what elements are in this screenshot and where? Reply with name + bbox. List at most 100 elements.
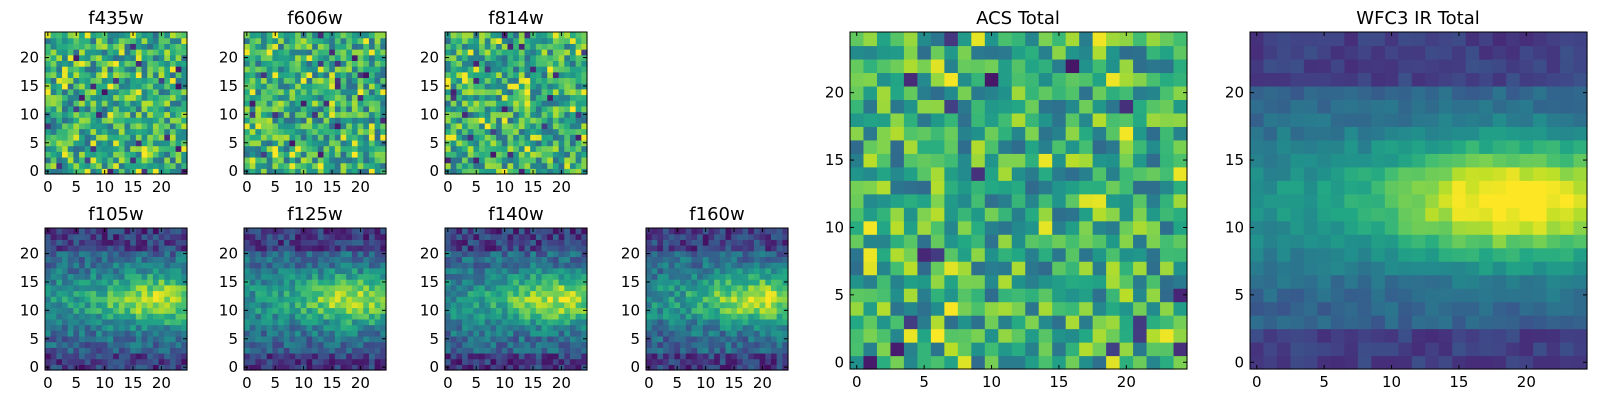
heatmap-cell	[147, 66, 154, 73]
heatmap-cell	[363, 273, 370, 280]
heatmap-cell	[496, 318, 503, 326]
heatmap-cell	[124, 296, 131, 303]
heatmap-cell	[479, 43, 486, 50]
heatmap-cell	[663, 228, 670, 235]
y-tick-label: 5	[29, 330, 39, 348]
heatmap-cell	[575, 139, 582, 147]
heatmap-cell	[530, 313, 537, 320]
heatmap-cell	[118, 83, 126, 90]
heatmap-cell	[524, 335, 531, 343]
heatmap-cell	[467, 145, 474, 152]
heatmap-cell	[113, 105, 120, 113]
heatmap-cell	[147, 296, 154, 303]
heatmap-cell	[535, 301, 543, 309]
heatmap-cell	[261, 301, 268, 309]
heatmap-cell	[558, 296, 565, 303]
heatmap-cell	[283, 335, 291, 343]
heatmap-cell	[289, 256, 296, 263]
heatmap-cell	[702, 273, 710, 280]
heatmap-cell	[518, 233, 526, 240]
heatmap-cell	[467, 54, 474, 61]
heatmap-cell	[312, 105, 319, 113]
heatmap-cell	[289, 245, 296, 252]
heatmap-cell	[518, 139, 526, 147]
heatmap-cell	[306, 162, 313, 169]
heatmap-cell	[518, 156, 526, 164]
heatmap-cell	[547, 54, 554, 61]
heatmap-cell	[113, 122, 120, 130]
heatmap-cell	[261, 273, 268, 280]
heatmap-cell	[147, 162, 154, 169]
heatmap-cell	[748, 233, 755, 240]
heatmap-cell	[363, 43, 370, 50]
heatmap-cell	[113, 139, 120, 147]
heatmap-cell	[152, 364, 160, 371]
heatmap-cell	[581, 267, 588, 275]
x-tick-label: 5	[471, 374, 481, 392]
heatmap-cell	[518, 43, 526, 50]
heatmap-cell	[685, 318, 693, 326]
heatmap-cell	[152, 117, 160, 124]
heatmap-cell	[351, 54, 359, 61]
heatmap-cell	[541, 168, 548, 175]
heatmap-cell	[50, 341, 57, 348]
heatmap-cell	[1173, 166, 1188, 181]
heatmap-cell	[575, 49, 582, 56]
heatmap-cell	[467, 250, 474, 257]
heatmap-cell	[530, 49, 537, 56]
heatmap-cell	[244, 71, 251, 79]
heatmap-cell	[445, 71, 452, 79]
heatmap-cell	[513, 313, 520, 320]
heatmap-cell	[79, 279, 86, 286]
heatmap-cell	[484, 330, 492, 337]
heatmap-cell	[714, 262, 721, 269]
heatmap-cell	[62, 105, 69, 113]
heatmap-cell	[124, 168, 131, 175]
heatmap-cell	[445, 324, 452, 331]
heatmap-cell	[1119, 180, 1134, 195]
heatmap-cell	[175, 307, 182, 314]
heatmap-cell	[691, 284, 698, 292]
heatmap-cell	[541, 330, 548, 337]
heatmap-cell	[323, 88, 330, 96]
heatmap-cell	[283, 145, 291, 152]
heatmap-cell	[685, 290, 693, 297]
heatmap-cell	[657, 228, 664, 235]
heatmap-cell	[445, 313, 452, 320]
heatmap-cell	[719, 352, 727, 360]
heatmap-cell	[490, 54, 497, 61]
heatmap-cell	[518, 273, 526, 280]
heatmap-cell	[685, 284, 693, 292]
heatmap-cell	[1011, 234, 1026, 249]
heatmap-cell	[56, 233, 63, 240]
heatmap-cell	[484, 168, 492, 175]
heatmap-cell	[374, 71, 381, 79]
heatmap-cell	[473, 347, 480, 354]
heatmap-cell	[668, 301, 675, 309]
heatmap-cell	[368, 262, 376, 269]
heatmap-cell	[101, 301, 109, 309]
heatmap-cell	[50, 100, 57, 107]
heatmap-cell	[306, 66, 313, 73]
heatmap-cell	[90, 284, 97, 292]
heatmap-cell	[334, 54, 342, 61]
heatmap-cell	[1092, 180, 1107, 195]
heatmap-cell	[1038, 220, 1053, 235]
heatmap-cell	[90, 111, 97, 118]
heatmap-cell	[657, 256, 664, 263]
heatmap-cell	[456, 262, 463, 269]
heatmap-cell	[380, 49, 387, 56]
heatmap-cell	[496, 168, 503, 175]
heatmap-cell	[479, 139, 486, 147]
heatmap-cell	[295, 250, 302, 257]
heatmap-cell	[1119, 328, 1134, 343]
heatmap-cell	[680, 364, 687, 371]
heatmap-cell	[776, 296, 783, 303]
heatmap-cell	[530, 117, 537, 124]
heatmap-cell	[130, 284, 137, 292]
heatmap-cell	[776, 262, 783, 269]
heatmap-cell	[467, 352, 474, 360]
heatmap-cell	[558, 105, 565, 113]
x-tick-label: 20	[753, 374, 772, 392]
heatmap-cell	[890, 207, 905, 222]
